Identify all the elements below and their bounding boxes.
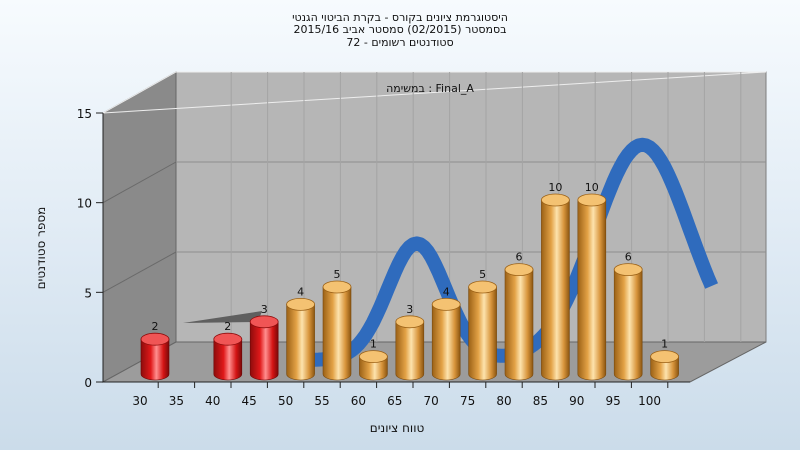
- bar: 6: [613, 251, 643, 381]
- bar-data-label: 1: [370, 338, 377, 351]
- gridlines: [102, 72, 766, 342]
- y-tick-label: 15: [77, 107, 92, 121]
- x-tick-label: 45: [242, 394, 257, 408]
- bar: 3: [395, 303, 425, 381]
- curve-base-segment: [183, 311, 262, 323]
- bar-body: [359, 356, 388, 381]
- gridline-side: [102, 161, 177, 204]
- bar-body: [395, 321, 425, 381]
- y-tick-label: 5: [84, 286, 92, 300]
- bar-top: [213, 332, 243, 346]
- x-tick-label: 90: [569, 394, 584, 408]
- bar: 10: [541, 181, 570, 381]
- bars-group: 2 2 3 4 5 1 3 4 5 6 10 10 6 1: [140, 181, 679, 381]
- bar: 1: [650, 338, 679, 381]
- bar-data-label: 6: [516, 251, 523, 264]
- bar: 2: [213, 320, 243, 381]
- bar-data-label: 6: [625, 251, 632, 264]
- y-axis-title: מספר סטודנטים: [34, 207, 48, 290]
- x-tick-label: 35: [169, 394, 184, 408]
- bar: 3: [249, 303, 279, 381]
- bar-data-label: 3: [261, 303, 268, 316]
- bar-data-label: 5: [334, 268, 341, 281]
- bar-body: [140, 338, 170, 381]
- bar-body: [650, 356, 679, 381]
- bar: 6: [504, 251, 534, 381]
- x-tick-label: 85: [533, 394, 548, 408]
- x-tick-label: 80: [496, 394, 511, 408]
- x-tick-label: 55: [314, 394, 329, 408]
- bar: 4: [431, 285, 461, 381]
- bar-data-label: 4: [297, 285, 304, 298]
- bar-body: [431, 304, 461, 381]
- bar-top: [468, 280, 498, 294]
- chart-title-line-2: בסמסטר (02/2015) סמסטר אביב 2015/16: [293, 23, 507, 36]
- x-tick-label: 65: [387, 394, 402, 408]
- x-tick-label: 70: [424, 394, 439, 408]
- bar-top: [613, 263, 643, 277]
- bar-data-label: 10: [585, 181, 599, 194]
- bar: 4: [286, 285, 316, 381]
- bar-data-label: 2: [224, 320, 231, 333]
- x-tick-label: 30: [132, 394, 147, 408]
- bar-top: [249, 315, 279, 329]
- bar-body: [577, 199, 607, 381]
- bar-top: [650, 350, 679, 364]
- bar-data-label: 5: [479, 268, 486, 281]
- bar-body: [468, 286, 497, 381]
- bar-data-label: 2: [152, 320, 159, 333]
- bar-body: [322, 286, 352, 381]
- top-edge: [102, 71, 767, 114]
- y-tick-label: 0: [84, 376, 92, 390]
- bar: 10: [577, 181, 607, 381]
- bar: 5: [322, 268, 352, 381]
- x-tick-label: 40: [205, 394, 220, 408]
- bar: 2: [140, 320, 170, 381]
- bar-top: [286, 297, 316, 311]
- bar-body: [541, 199, 570, 381]
- x-tick-label: 75: [460, 394, 475, 408]
- x-axis-title: טווח ציונים: [370, 421, 425, 435]
- x-tick-label: 60: [351, 394, 366, 408]
- bar-body: [613, 269, 643, 381]
- x-tick-label: 100: [638, 394, 661, 408]
- y-tick-label: 10: [77, 197, 92, 211]
- distribution-curve-group: [183, 137, 719, 367]
- bar-data-label: 4: [443, 285, 450, 298]
- bar-top: [577, 193, 607, 207]
- x-tick-label: 95: [606, 394, 621, 408]
- bar-data-label: 1: [661, 338, 668, 351]
- bar-body: [213, 338, 243, 381]
- distribution-curve: [286, 137, 719, 367]
- bar-top: [541, 193, 570, 207]
- x-tick-label: 50: [278, 394, 293, 408]
- bar: 1: [358, 338, 388, 381]
- bar-top: [140, 332, 170, 346]
- bar-body: [249, 321, 279, 381]
- chart-title-line-3: סטודנטים רשומים - 72: [346, 36, 454, 49]
- bar-top: [504, 263, 534, 277]
- bar-top: [322, 280, 352, 294]
- bar-data-label: 3: [406, 303, 413, 316]
- bar: 5: [468, 268, 498, 381]
- bar-body: [286, 304, 315, 381]
- bar-top: [431, 297, 461, 311]
- bar-top: [358, 350, 388, 364]
- bar-top: [395, 315, 425, 329]
- gridline-side: [102, 251, 177, 293]
- chart-subtitle: במשימה : Final_A: [386, 82, 474, 95]
- chart-title-line-1: היסטוגרמת ציונים בקורס - בקרת הביטוי הגנ…: [292, 11, 508, 24]
- bar-data-label: 10: [548, 181, 562, 194]
- bar-body: [504, 269, 534, 381]
